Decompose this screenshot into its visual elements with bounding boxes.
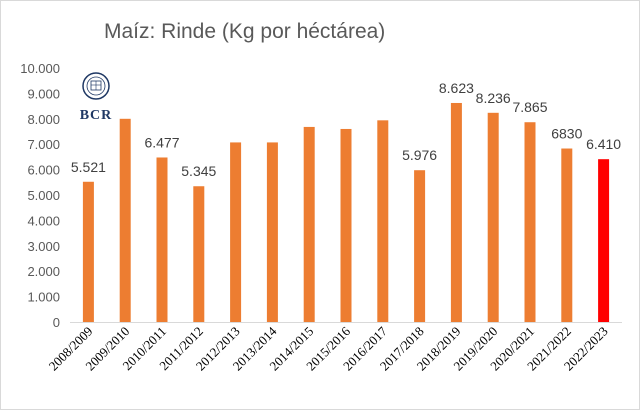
y-tick-label: 0 <box>53 315 60 330</box>
bar <box>561 148 573 322</box>
bar <box>303 126 315 322</box>
data-label: 7.865 <box>512 99 547 115</box>
bar <box>598 159 610 322</box>
bar <box>119 118 131 322</box>
bcr-emblem-icon <box>82 72 110 100</box>
x-axis: 2008/20092009/20102010/20112011/20122012… <box>46 323 611 373</box>
data-label: 8.623 <box>439 80 474 96</box>
bar <box>450 102 462 322</box>
chart-title: Maíz: Rinde (Kg por héctárea) <box>104 20 386 43</box>
y-tick-label: 5.000 <box>27 188 60 203</box>
bar <box>340 128 352 322</box>
logo-text: BCR <box>80 108 113 123</box>
y-tick-label: 7.000 <box>27 137 60 152</box>
bar <box>414 170 426 322</box>
data-label: 5.521 <box>71 159 106 175</box>
data-label: 6.410 <box>586 136 621 152</box>
bar <box>377 120 389 322</box>
bar <box>82 181 94 322</box>
bcr-logo: BCR <box>80 72 113 123</box>
data-label: 5.345 <box>181 163 216 179</box>
y-tick-label: 6.000 <box>27 163 60 178</box>
bars <box>82 102 610 322</box>
bar <box>230 142 242 322</box>
bar <box>487 112 499 322</box>
y-tick-label: 10.000 <box>20 61 60 76</box>
y-tick-label: 2.000 <box>27 264 60 279</box>
bar <box>524 122 536 322</box>
data-label: 5.976 <box>402 147 437 163</box>
data-label: 6.477 <box>144 134 179 150</box>
y-tick-label: 4.000 <box>27 213 60 228</box>
data-label: 6830 <box>551 126 582 142</box>
bar <box>266 142 278 322</box>
y-axis: 0 1.000 2.000 3.000 4.000 5.000 6.000 7.000 8.00… <box>20 61 622 330</box>
bar <box>156 157 168 322</box>
bar <box>193 186 205 322</box>
y-tick-label: 9.000 <box>27 86 60 101</box>
y-tick-label: 8.000 <box>27 112 60 127</box>
y-tick-label: 3.000 <box>27 239 60 254</box>
y-tick-label: 1.000 <box>27 290 60 305</box>
data-label: 8.236 <box>476 90 511 106</box>
